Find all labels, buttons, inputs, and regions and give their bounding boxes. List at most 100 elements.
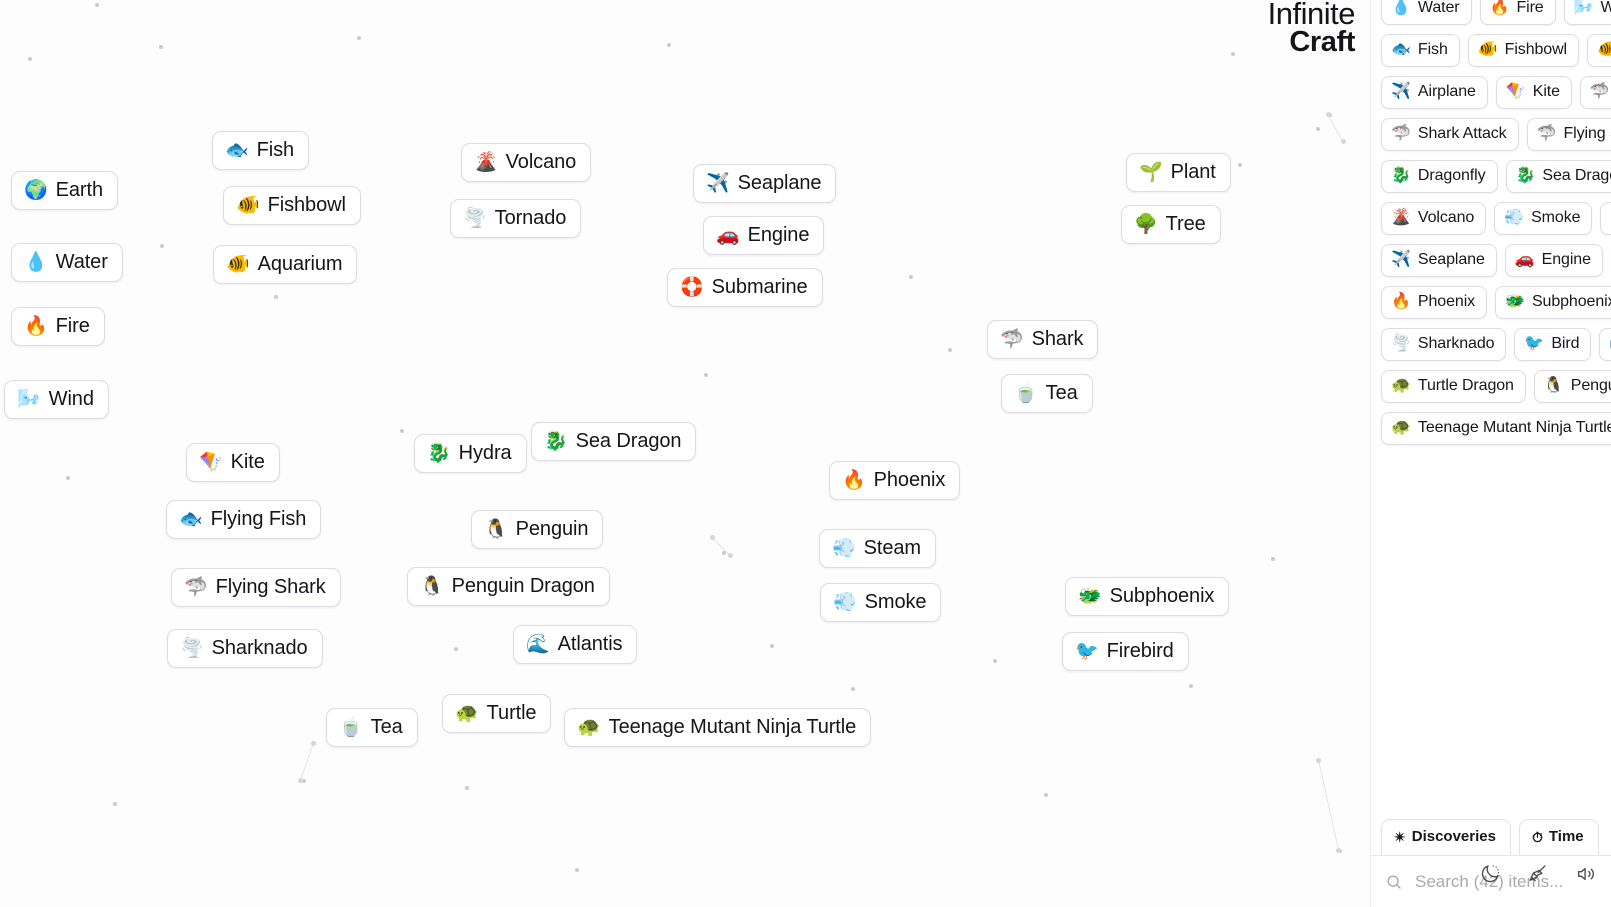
background-dot (302, 779, 306, 783)
canvas-item-plant[interactable]: 🌱 Plant (1126, 153, 1231, 192)
sidebar-item-airplane[interactable]: ✈️ Airplane (1381, 76, 1488, 109)
connection-line (300, 743, 314, 781)
canvas-item-atlantis[interactable]: 🌊 Atlantis (513, 625, 638, 664)
canvas-item-steam[interactable]: 💨 Steam (819, 529, 936, 568)
sidebar-item-steam[interactable]: 💨Steam (1600, 202, 1611, 235)
canvas-item-submarine[interactable]: 🛟 Submarine (667, 268, 823, 307)
fish-icon: 🐟 (225, 139, 249, 161)
sidebar-item-smoke[interactable]: 💨 Smoke (1494, 202, 1593, 235)
crafting-canvas[interactable]: 🌍 Earth 💧 Water 🔥 Fire 🌬️ Wind 🐟 Fish 🐠 Fishbowl 🐠 Aq… (0, 0, 1370, 907)
sidebar-item-fish[interactable]: 🐟 Fish (1381, 34, 1460, 67)
sidebar-item-label: Sea Dragon (1542, 167, 1611, 184)
sidebar-item-sea-dragon[interactable]: 🐉 Sea Dragon (1505, 160, 1611, 193)
sidebar-item-fishbowl[interactable]: 🐠 Fishbowl (1467, 34, 1580, 67)
canvas-item-smoke[interactable]: 💨 Smoke (820, 583, 942, 622)
canvas-item-volcano[interactable]: 🌋 Volcano (461, 143, 592, 182)
canvas-item-fishbowl[interactable]: 🐠 Fishbowl (223, 186, 361, 225)
canvas-item-aquarium[interactable]: 🐠 Aquarium (213, 245, 358, 284)
canvas-item-seaplane[interactable]: ✈️ Seaplane (693, 164, 837, 203)
tab-discoveries[interactable]: ✴ Discoveries (1381, 819, 1511, 855)
sidebar-item-seaplane[interactable]: ✈️ Seaplane (1381, 244, 1497, 277)
connection-endpoint-dot (710, 535, 715, 540)
canvas-item-earth[interactable]: 🌍 Earth (11, 171, 118, 210)
fire-icon: 🔥 (1489, 0, 1510, 16)
canvas-item-teenage-mutant-ninja-turtle[interactable]: 🐢 Teenage Mutant Ninja Turtle (564, 708, 872, 747)
item-list-panel[interactable]: 💧Water🔥Fire🌬️Wind🌍Earth🌊Lake🐟Fish🐠Fishbo… (1371, 0, 1611, 855)
sidebar-item-label: Fire (1516, 0, 1544, 16)
canvas-item-sharknado[interactable]: 🌪️ Sharknado (167, 629, 323, 668)
sidebar-item-shark[interactable]: 🦈Shark (1579, 76, 1611, 109)
tab-time[interactable]: ⏱ Time (1518, 819, 1599, 855)
canvas-item-fire[interactable]: 🔥 Fire (11, 307, 105, 346)
sidebar-item-label: Kite (1532, 83, 1560, 100)
wave-icon: 🌊 (1609, 336, 1611, 352)
canvas-item-label: Phoenix (873, 469, 946, 491)
sidebar-item-wind[interactable]: 🌬️ Wind (1563, 0, 1611, 25)
sidebar-item-flying-shark[interactable]: 🦈 Flying Shark (1526, 118, 1611, 151)
tornado-icon: 🌪️ (1391, 335, 1411, 352)
sidebar-item-teenage-mutant-ninja-turtle[interactable]: 🐢 Teenage Mutant Ninja Turtle (1381, 412, 1611, 445)
sidebar-item-turtle-dragon[interactable]: 🐢 Turtle Dragon (1381, 370, 1526, 403)
sidebar-item-fire[interactable]: 🔥 Fire (1479, 0, 1556, 25)
sidebar-item-sharknado[interactable]: 🌪️ Sharknado (1381, 328, 1507, 361)
canvas-item-penguin-dragon[interactable]: 🐧 Penguin Dragon (407, 567, 610, 606)
canvas-item-label: Teenage Mutant Ninja Turtle (608, 716, 857, 738)
canvas-item-tea[interactable]: 🍵 Tea (326, 708, 418, 747)
canvas-item-label: Tree (1165, 213, 1206, 235)
tab-label: Discoveries (1411, 828, 1496, 845)
sidebar-item-dragonfly[interactable]: 🐉 Dragonfly (1381, 160, 1498, 193)
broom-clear-icon[interactable] (1525, 861, 1551, 887)
sidebar-item-label: Fish (1417, 41, 1448, 58)
canvas-item-flying-fish[interactable]: 🐟 Flying Fish (166, 500, 322, 539)
seaplane-icon: ✈️ (706, 172, 730, 194)
canvas-item-tree[interactable]: 🌳 Tree (1121, 205, 1221, 244)
kite-icon: 🪁 (1505, 83, 1526, 100)
canvas-item-tea[interactable]: 🍵 Tea (1001, 374, 1093, 413)
fish-icon: 🐟 (1391, 41, 1411, 58)
sidebar-item-aquarium[interactable]: 🐠Aquarium (1587, 34, 1611, 67)
canvas-item-tornado[interactable]: 🌪️ Tornado (450, 199, 582, 238)
sidebar-item-label: Airplane (1417, 83, 1476, 100)
canvas-item-fish[interactable]: 🐟 Fish (212, 131, 310, 170)
canvas-item-wind[interactable]: 🌬️ Wind (4, 380, 109, 419)
dark-mode-icon[interactable] (1477, 861, 1503, 887)
canvas-item-label: Fire (55, 315, 90, 337)
sidebar-item-subphoenix[interactable]: 🐲 Subphoenix (1495, 286, 1611, 319)
canvas-item-hydra[interactable]: 🐉 Hydra (414, 434, 527, 473)
sidebar-item-atlantis[interactable]: 🌊Atlantis (1599, 328, 1611, 361)
canvas-item-engine[interactable]: 🚗 Engine (703, 216, 825, 255)
sound-toggle-icon[interactable] (1573, 861, 1599, 887)
shark-icon: 🦈 (1391, 125, 1411, 142)
search-input[interactable] (1413, 870, 1611, 893)
canvas-item-turtle[interactable]: 🐢 Turtle (442, 694, 552, 733)
sidebar-item-water[interactable]: 💧 Water (1381, 0, 1472, 25)
canvas-item-kite[interactable]: 🪁 Kite (186, 443, 280, 482)
connection-endpoint-dot (1326, 112, 1331, 117)
canvas-item-sea-dragon[interactable]: 🐉 Sea Dragon (531, 422, 697, 461)
kite-icon: 🪁 (199, 451, 223, 473)
sidebar: 💧Water🔥Fire🌬️Wind🌍Earth🌊Lake🐟Fish🐠Fishbo… (1370, 0, 1611, 907)
background-dot (575, 868, 579, 872)
sidebar-item-engine[interactable]: 🚗 Engine (1504, 244, 1603, 277)
sidebar-item-penguin[interactable]: 🐧 Penguin (1533, 370, 1611, 403)
sidebar-item-kite[interactable]: 🪁 Kite (1495, 76, 1572, 109)
sidebar-item-volcano[interactable]: 🌋 Volcano (1381, 202, 1487, 235)
canvas-item-label: Fish (256, 139, 295, 161)
canvas-item-label: Seaplane (737, 172, 822, 194)
clock-icon: ⏱ (1531, 828, 1543, 845)
canvas-item-flying-shark[interactable]: 🦈 Flying Shark (171, 568, 341, 607)
sidebar-item-phoenix[interactable]: 🔥 Phoenix (1381, 286, 1488, 319)
dragon-icon: 🐉 (1391, 167, 1411, 184)
sidebar-item-bird[interactable]: 🐦 Bird (1514, 328, 1592, 361)
canvas-item-subphoenix[interactable]: 🐲 Subphoenix (1065, 577, 1230, 616)
tree-icon: 🌳 (1134, 213, 1158, 235)
canvas-item-penguin[interactable]: 🐧 Penguin (471, 510, 604, 549)
canvas-item-water[interactable]: 💧 Water (11, 243, 123, 282)
canvas-item-phoenix[interactable]: 🔥 Phoenix (829, 461, 961, 500)
canvas-item-label: Penguin (515, 518, 589, 540)
sidebar-item-shark-attack[interactable]: 🦈 Shark Attack (1381, 118, 1519, 151)
water-droplet-icon: 💧 (1391, 0, 1411, 16)
canvas-item-firebird[interactable]: 🐦 Firebird (1062, 632, 1189, 671)
connection-endpoint-dot (1341, 139, 1346, 144)
canvas-item-shark[interactable]: 🦈 Shark (987, 320, 1099, 359)
